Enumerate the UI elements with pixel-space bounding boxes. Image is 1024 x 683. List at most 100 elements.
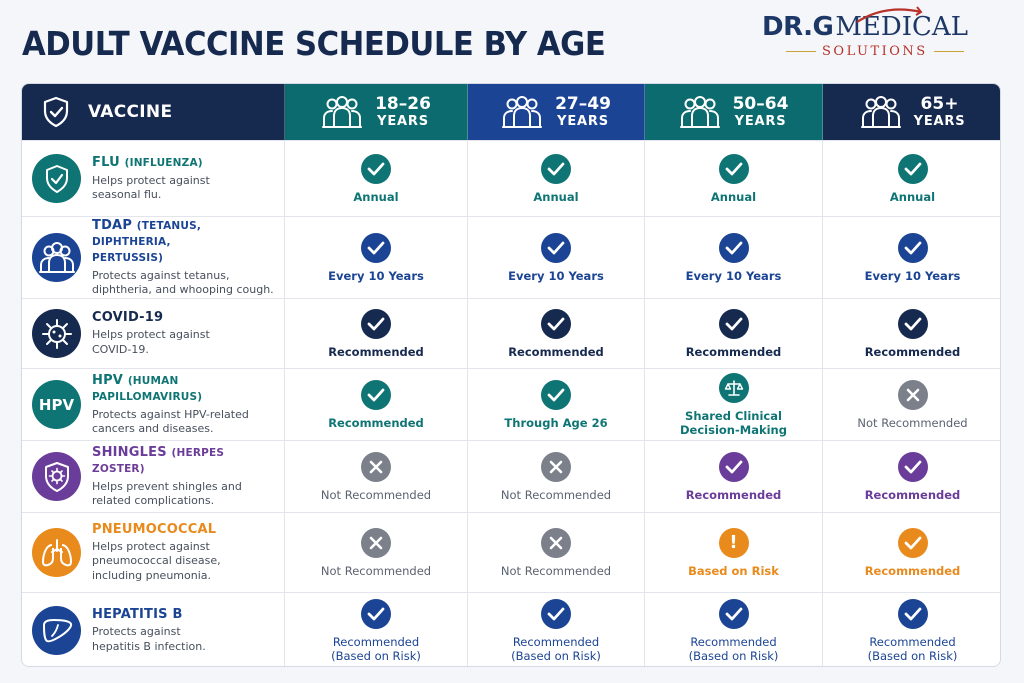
schedule-label: Shared Clinical Decision-Making — [680, 408, 787, 437]
hpv-icon: HPV — [32, 380, 81, 429]
table-row: FLU (INFLUENZA) Helps protect against seas… — [22, 140, 1000, 216]
schedule-label: Every 10 Years — [508, 268, 604, 283]
check-icon — [897, 598, 928, 629]
vaccine-name: PNEUMOCOCCAL — [92, 521, 217, 537]
header-age-2: 27–49 YEARS — [468, 84, 645, 140]
schedule-cell: Recommended (Based on Risk) — [468, 593, 645, 666]
schedule-label: Annual — [353, 189, 399, 204]
vaccine-name-detail: (TETANUS, DIPHTHERIA, — [92, 219, 202, 248]
check-icon — [541, 153, 571, 184]
group-icon — [860, 96, 901, 128]
check-icon — [718, 232, 749, 263]
vaccine-cell: FLU (INFLUENZA) Helps protect against seas… — [22, 141, 285, 216]
check-icon — [361, 379, 391, 410]
lungs-icon — [32, 528, 81, 577]
schedule-label: Through Age 26 — [504, 415, 608, 430]
check-icon — [718, 451, 749, 482]
shield-virus-icon — [32, 452, 81, 501]
vaccine-name-detail: (INFLUENZA) — [124, 156, 203, 169]
check-icon — [361, 598, 391, 629]
schedule-cell: Every 10 Years — [823, 217, 1000, 298]
table-header: VACCINE 18–26 YEARS 27–49 YEARS 50–64 YEARS… — [22, 84, 1000, 140]
schedule-cell: Annual — [645, 141, 823, 216]
vaccine-cell: PNEUMOCOCCAL Helps protect against pneumoc… — [22, 513, 285, 592]
schedule-cell: Recommended — [823, 299, 1000, 368]
shield-icon — [32, 154, 81, 203]
group-icon — [679, 96, 720, 128]
schedule-cell: Recommended — [645, 441, 823, 512]
table-row: HEPATITIS B Protects against hepatitis B i… — [22, 592, 1000, 666]
age-unit: YEARS — [377, 113, 429, 129]
check-icon — [361, 153, 391, 184]
vaccine-cell: HEPATITIS B Protects against hepatitis B i… — [22, 593, 285, 666]
schedule-cell: Recommended — [285, 299, 468, 368]
check-icon — [361, 232, 391, 263]
table-row: PNEUMOCOCCAL Helps protect against pneumoc… — [22, 512, 1000, 592]
table-row: TDAP (TETANUS, DIPHTHERIA, PERTUSSIS) Prot… — [22, 216, 1000, 298]
vaccine-name: COVID-19 — [92, 310, 164, 325]
vaccine-description: Helps protect against pneumococcal diseas… — [92, 539, 221, 582]
schedule-cell: Recommended (Based on Risk) — [823, 593, 1000, 666]
schedule-cell: Recommended (Based on Risk) — [645, 593, 823, 666]
age-range: 65+ — [920, 93, 959, 114]
vaccine-description: Helps protect against seasonal flu. — [92, 173, 210, 202]
schedule-cell: Recommended (Based on Risk) — [285, 593, 468, 666]
schedule-label: Recommended — [864, 487, 961, 502]
x-icon — [897, 379, 928, 410]
schedule-label: Based on Risk — [688, 563, 779, 578]
vaccine-cell: TDAP (TETANUS, DIPHTHERIA, PERTUSSIS) Prot… — [22, 217, 285, 298]
schedule-label: Not Recommended — [857, 415, 968, 430]
check-icon — [897, 451, 928, 482]
schedule-cell: Annual — [823, 141, 1000, 216]
vaccine-name-detail: (HERPES ZOSTER) — [92, 446, 225, 475]
schedule-cell: Every 10 Years — [645, 217, 823, 298]
vaccine-description: Protects against hepatitis B infection. — [92, 625, 206, 653]
x-icon — [541, 527, 571, 558]
schedule-cell: Not Recommended — [468, 513, 645, 592]
check-icon — [897, 308, 928, 339]
schedule-cell: Not Recommended — [823, 369, 1000, 440]
schedule-cell: Annual — [285, 141, 468, 216]
age-range: 27–49 — [555, 93, 611, 114]
check-icon — [541, 598, 571, 629]
schedule-cell: Recommended — [823, 513, 1000, 592]
vaccine-name: SHINGLES — [92, 444, 167, 460]
logo-swoosh-icon — [856, 6, 923, 23]
vaccine-cell: COVID-19 Helps protect against COVID-19. — [22, 299, 285, 368]
check-icon — [897, 527, 928, 558]
schedule-label: Recommended (Based on Risk) — [688, 634, 779, 663]
age-unit: YEARS — [557, 113, 609, 129]
schedule-cell: Recommended — [468, 299, 645, 368]
brand-logo: DR.G MEDICAL SOLUTIONS — [762, 6, 1002, 67]
header-age-3: 50–64 YEARS — [645, 84, 823, 140]
schedule-label: Annual — [889, 189, 936, 204]
page-title: ADULT VACCINE SCHEDULE BY AGE — [22, 24, 606, 63]
table-row: SHINGLES (HERPES ZOSTER) Helps prevent sh… — [22, 440, 1000, 512]
schedule-label: Not Recommended — [500, 563, 612, 578]
logo-medical-text: MEDICAL — [835, 6, 968, 42]
logo-main-text: DR.G — [762, 12, 834, 42]
people-icon — [32, 233, 81, 282]
schedule-cell: ! Based on Risk — [645, 513, 823, 592]
vaccine-name: TDAP — [92, 217, 133, 233]
schedule-label: Not Recommended — [320, 487, 432, 502]
age-range: 18–26 — [375, 93, 431, 114]
vaccine-cell: HPV HPV (HUMAN PAPILLOMAVIRUS) Protects ag… — [22, 369, 285, 440]
check-icon — [361, 308, 391, 339]
vaccine-schedule-table: VACCINE 18–26 YEARS 27–49 YEARS 50–64 YEARS… — [21, 83, 1001, 667]
schedule-label: Recommended — [685, 344, 782, 359]
liver-icon — [32, 606, 81, 655]
schedule-label: Recommended (Based on Risk) — [331, 634, 421, 663]
schedule-cell: Every 10 Years — [468, 217, 645, 298]
age-unit: YEARS — [913, 113, 966, 129]
schedule-label: Every 10 Years — [864, 268, 961, 283]
header-vaccine: VACCINE — [22, 84, 285, 140]
virus-icon — [32, 309, 81, 358]
vaccine-cell: SHINGLES (HERPES ZOSTER) Helps prevent sh… — [22, 441, 285, 512]
schedule-label: Not Recommended — [500, 487, 612, 502]
schedule-label: Recommended (Based on Risk) — [511, 634, 601, 663]
vaccine-description: Helps protect against COVID-19. — [92, 328, 210, 356]
check-icon — [718, 308, 749, 339]
schedule-label: Recommended — [864, 563, 961, 578]
schedule-cell: Every 10 Years — [285, 217, 468, 298]
